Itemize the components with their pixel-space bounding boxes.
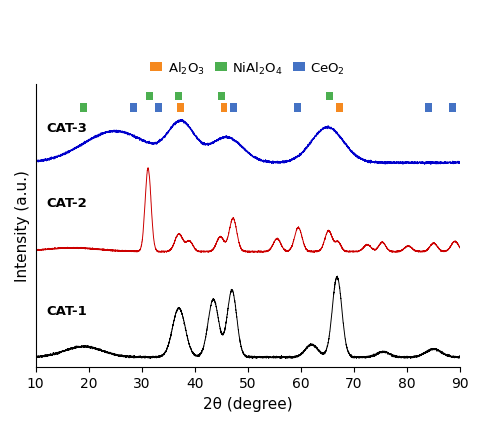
Text: CAT-1: CAT-1 [46,304,87,317]
Bar [175,92,182,101]
Text: CAT-3: CAT-3 [46,122,87,135]
Bar [177,104,184,113]
Bar [294,104,301,113]
Bar [155,104,162,113]
Bar [425,104,432,113]
Bar [130,104,137,113]
Bar [326,92,333,101]
Legend: Al$_2$O$_3$, NiAl$_2$O$_4$, CeO$_2$: Al$_2$O$_3$, NiAl$_2$O$_4$, CeO$_2$ [145,55,350,82]
Bar [336,104,343,113]
Text: CAT-2: CAT-2 [46,196,87,209]
Bar [221,104,227,113]
Bar [218,92,225,101]
Bar [80,104,87,113]
Bar [449,104,455,113]
Bar [230,104,237,113]
Bar [146,92,153,101]
X-axis label: 2θ (degree): 2θ (degree) [203,396,293,411]
Y-axis label: Intensity (a.u.): Intensity (a.u.) [15,170,30,282]
